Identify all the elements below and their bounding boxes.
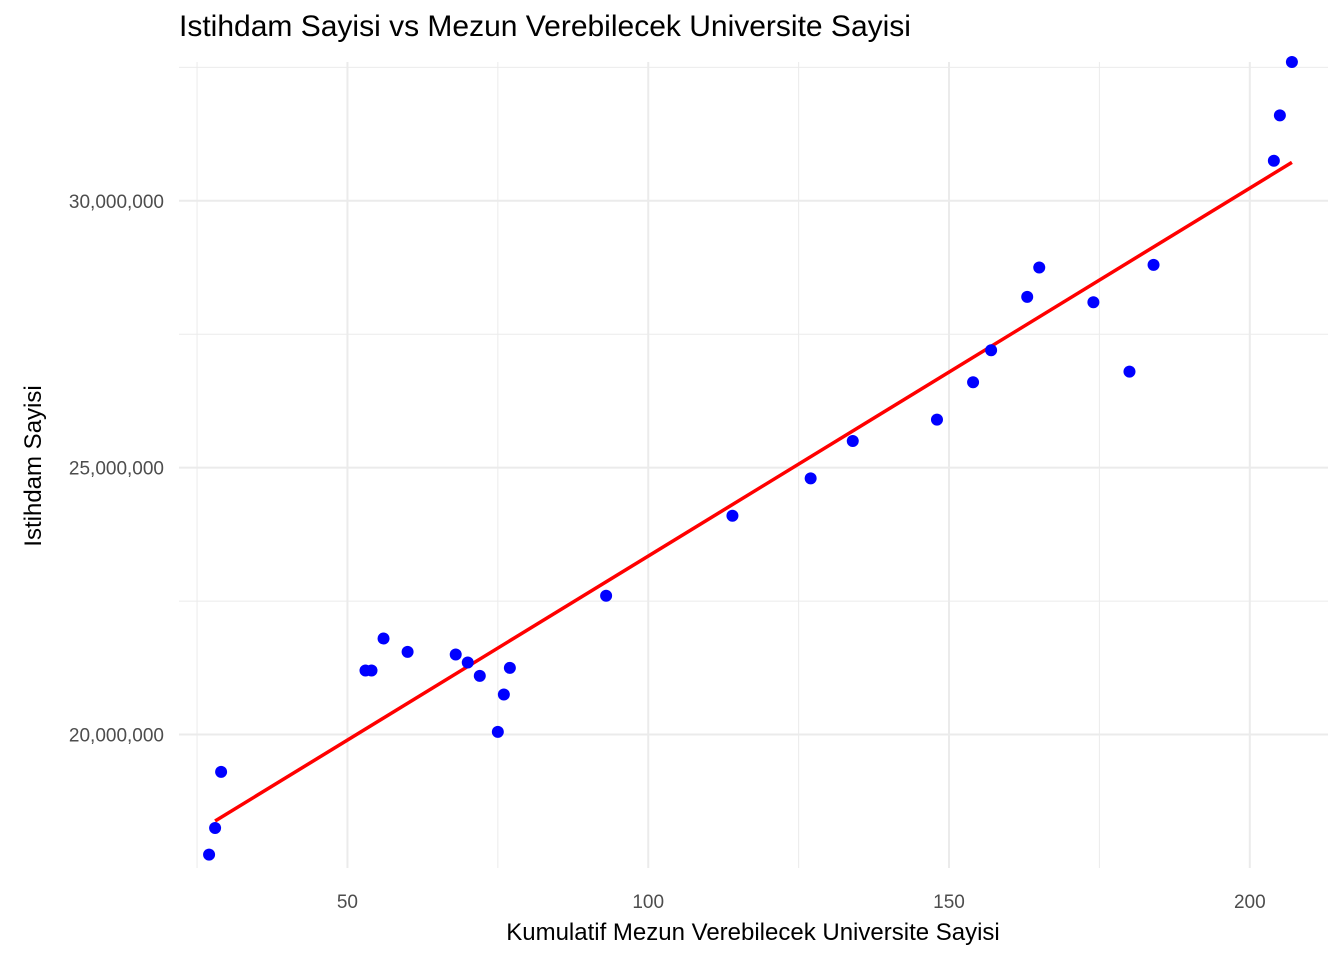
data-point: [967, 376, 980, 389]
data-point: [930, 413, 943, 426]
data-point: [1147, 258, 1160, 271]
data-point: [449, 648, 462, 661]
data-point: [203, 848, 216, 861]
data-point: [377, 632, 390, 645]
chart-title: Istihdam Sayisi vs Mezun Verebilecek Uni…: [179, 10, 911, 43]
trend-line-layer: [214, 160, 1293, 823]
data-point: [600, 589, 613, 602]
data-point: [1267, 154, 1280, 167]
data-point: [401, 645, 414, 658]
data-point: [473, 669, 486, 682]
y-tick-label: 30,000,000: [69, 192, 164, 213]
x-tick-label: 100: [632, 892, 664, 913]
minor-gridlines: [179, 62, 1328, 868]
y-tick-label: 20,000,000: [69, 726, 164, 747]
x-axis-ticks: 50 100 150 200: [337, 892, 1266, 913]
data-point: [503, 661, 516, 674]
data-points-layer: [203, 56, 1298, 861]
y-axis-title: Istihdam Sayisi: [20, 385, 47, 546]
data-point: [209, 821, 222, 834]
data-point: [804, 472, 817, 485]
data-point: [726, 509, 739, 522]
data-point: [846, 434, 859, 447]
data-point: [1033, 261, 1046, 274]
data-point: [461, 656, 474, 669]
x-tick-label: 200: [1234, 892, 1266, 913]
y-axis-ticks: 20,000,000 25,000,000 30,000,000: [69, 192, 164, 747]
data-point: [1021, 290, 1034, 303]
data-point: [985, 344, 998, 357]
data-point: [215, 765, 228, 778]
x-tick-label: 50: [337, 892, 358, 913]
data-point: [1123, 365, 1136, 378]
x-tick-label: 150: [933, 892, 965, 913]
data-point: [497, 688, 510, 701]
y-tick-label: 25,000,000: [69, 459, 164, 480]
data-point: [491, 725, 504, 738]
x-axis-title: Kumulatif Mezun Verebilecek Universite S…: [506, 919, 1000, 946]
data-point: [1273, 109, 1286, 122]
data-point: [365, 664, 378, 677]
data-point: [1087, 296, 1100, 309]
major-gridlines: [179, 62, 1328, 868]
trend-line: [214, 160, 1293, 823]
data-point: [1285, 56, 1298, 68]
